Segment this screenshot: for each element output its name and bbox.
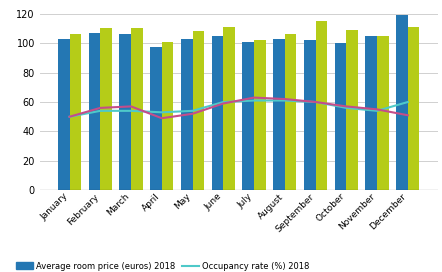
Bar (347, 30, 358, 190)
Bar (396, 15, 408, 190)
Bar (316, 21, 327, 190)
Bar (88, 33, 100, 190)
Bar (335, 43, 347, 190)
Bar (285, 34, 297, 190)
Bar (366, 36, 377, 190)
Bar (193, 31, 204, 190)
Bar (131, 28, 143, 190)
Bar (304, 40, 316, 190)
Bar (223, 27, 235, 190)
Bar (58, 39, 69, 190)
Bar (150, 48, 162, 190)
Bar (212, 36, 223, 190)
Bar (242, 42, 254, 190)
Bar (377, 36, 389, 190)
Bar (408, 27, 419, 190)
Bar (119, 34, 131, 190)
Bar (69, 34, 81, 190)
Legend: Average room price (euros) 2018, Average room price (euros) 2019, Occupancy rate: Average room price (euros) 2018, Average… (16, 262, 309, 272)
Bar (273, 39, 285, 190)
Bar (100, 28, 112, 190)
Bar (181, 39, 193, 190)
Bar (254, 40, 266, 190)
Bar (162, 42, 174, 190)
